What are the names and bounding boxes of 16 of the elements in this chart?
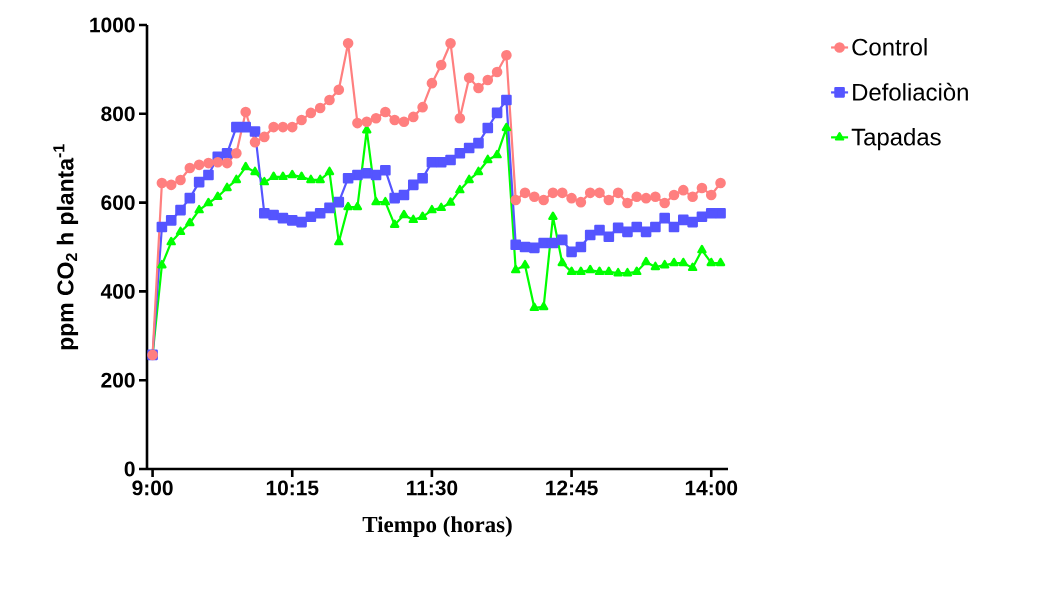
y-tick-label: 600 <box>101 195 135 210</box>
x-tick-label: 14:00 <box>685 480 738 496</box>
x-axis-title: Tiempo (horas) <box>362 516 512 537</box>
y-tick-label: 800 <box>101 106 135 122</box>
legend-label: Defoliaciòn <box>853 82 968 101</box>
x-tick-label: 11:30 <box>407 480 458 496</box>
x-tick-label: 12:45 <box>546 480 598 496</box>
y-tick-label: 0 <box>124 461 135 477</box>
legend-label: Control <box>852 38 927 56</box>
y-tick-label: 200 <box>101 372 135 388</box>
y-axis-title: ppm CO$_{2}$ h planta$^{-1}$ <box>53 144 79 350</box>
y-tick-label: 400 <box>100 283 135 299</box>
x-tick-label: 9:00 <box>132 480 173 496</box>
x-tick-label: 10:15 <box>266 480 319 496</box>
y-tick-label: 1000 <box>90 17 135 33</box>
legend-label: Tapadas <box>851 127 941 151</box>
